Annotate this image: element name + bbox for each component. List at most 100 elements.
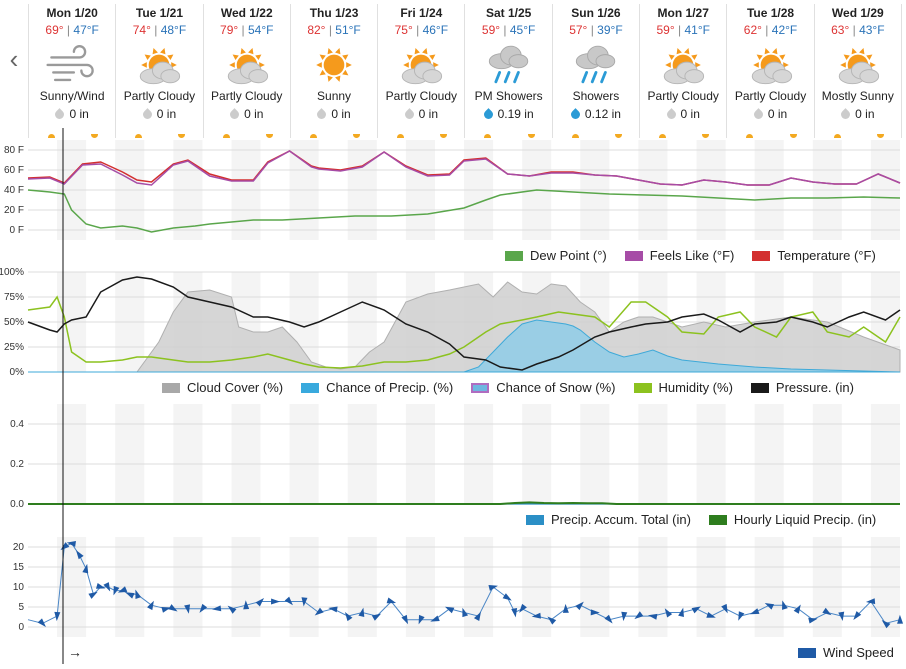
wind-direction-arrow xyxy=(371,613,382,621)
wind-direction-arrow xyxy=(103,582,111,592)
wind-direction-arrow xyxy=(328,606,338,613)
sunset-icon xyxy=(527,134,535,138)
y-tick-label: 5 xyxy=(18,602,24,613)
sunny-icon xyxy=(304,39,364,89)
condition-text: Partly Cloudy xyxy=(211,89,283,103)
wind-direction-arrow xyxy=(678,607,684,618)
y-tick-label: 75% xyxy=(4,292,24,303)
legend-temperature[interactable]: Temperature (°F) xyxy=(752,248,876,263)
sunrise-icon xyxy=(222,134,230,138)
legend-precip-accum[interactable]: Precip. Accum. Total (in) xyxy=(526,512,691,527)
wind-speed-line xyxy=(27,542,901,624)
chance-snow-swatch xyxy=(471,382,490,393)
legend-cloud-cover[interactable]: Cloud Cover (%) xyxy=(162,380,283,395)
night-band xyxy=(144,140,174,240)
day-label: Tue 1/21 xyxy=(135,6,184,20)
precip-amount: 0.12 in xyxy=(553,107,639,122)
wind-direction-arrow xyxy=(75,550,84,560)
day-column[interactable]: Thu 1/23 82° | 51°F Sunny 0 in xyxy=(291,4,379,138)
wind-direction-arrow xyxy=(764,602,775,610)
precip-value: 0 in xyxy=(418,107,439,121)
night-band xyxy=(260,404,290,504)
legend-label: Dew Point (°) xyxy=(530,248,607,263)
wind-direction-arrow xyxy=(634,611,644,620)
day-label: Wed 1/22 xyxy=(220,6,273,20)
day-column[interactable]: Fri 1/24 75° | 46°F Partly Cloudy 0 in xyxy=(378,4,466,138)
day-column[interactable]: Sat 1/25 59° | 45°F PM Showers 0.19 in xyxy=(465,4,553,138)
wind-direction-arrow xyxy=(82,563,89,574)
night-band xyxy=(493,272,523,372)
night-band xyxy=(376,404,406,504)
legend-dew-point[interactable]: Dew Point (°) xyxy=(505,248,607,263)
low-temp: 45°F xyxy=(509,23,536,37)
day-column[interactable]: Mon 1/27 59° | 41°F Partly Cloudy 0 in xyxy=(640,4,728,138)
precip-amount: 0 in xyxy=(116,107,202,122)
day-label: Mon 1/27 xyxy=(657,6,709,20)
wind-direction-arrow xyxy=(621,611,628,622)
condition-text: Sunny/Wind xyxy=(39,89,105,103)
low-temp: 41°F xyxy=(684,23,710,37)
day-column[interactable]: Tue 1/21 74° | 48°F Partly Cloudy 0 in xyxy=(116,4,204,138)
sunrise-icon xyxy=(571,134,579,138)
day-column[interactable]: Tue 1/28 62° | 42°F Partly Cloudy 0 in xyxy=(727,4,815,138)
prev-days-button[interactable]: ‹ xyxy=(9,44,19,74)
legend-chance-precip[interactable]: Chance of Precip. (%) xyxy=(301,380,453,395)
y-tick-label: 10 xyxy=(13,582,25,593)
condition-text: Mostly Sunny xyxy=(821,89,894,103)
precip-value: 0 in xyxy=(244,107,264,121)
night-band xyxy=(841,404,871,504)
partly-cloudy-icon xyxy=(741,39,801,89)
night-band xyxy=(551,272,581,372)
wind-direction-arrow xyxy=(125,592,135,599)
cloud-cover-swatch xyxy=(162,382,180,393)
day-column[interactable]: Sun 1/26 57° | 39°F Showers 0.12 in xyxy=(553,4,641,138)
y-tick-label: 50% xyxy=(4,317,24,328)
percent-panel: 100% 75% 50% 25% 0% xyxy=(0,267,901,378)
day-temps: 57° | 39°F xyxy=(569,23,623,37)
legend-chance-snow[interactable]: Chance of Snow (%) xyxy=(471,380,616,395)
low-temp: 42°F xyxy=(771,23,798,37)
day-temps: 74° | 48°F xyxy=(132,23,187,37)
humidity-swatch xyxy=(633,382,652,393)
legend-wind-speed[interactable]: Wind Speed xyxy=(798,645,894,660)
night-band xyxy=(86,537,116,637)
night-band xyxy=(376,537,406,637)
y-tick-label: 60 F xyxy=(4,165,24,176)
wind-direction-arrow xyxy=(418,614,425,625)
rain-icon xyxy=(479,39,539,89)
precip-amount: 0 in xyxy=(815,107,901,122)
wind-direction-arrow xyxy=(301,597,308,607)
wind-direction-arrow xyxy=(488,585,498,591)
raindrop-icon xyxy=(402,108,416,122)
night-band xyxy=(783,537,813,637)
wind-direction-arrow xyxy=(117,586,128,593)
temperature-swatch xyxy=(752,250,771,261)
wind-direction-arrow xyxy=(430,615,440,622)
partly-cloudy-icon xyxy=(217,39,277,89)
wind-direction-arrow xyxy=(531,612,541,619)
chance-of-precip-area xyxy=(28,319,901,373)
day-label: Thu 1/23 xyxy=(309,6,359,20)
legend-pressure[interactable]: Pressure. (in) xyxy=(750,380,854,395)
low-temp: 51°F xyxy=(335,23,361,37)
raindrop-icon xyxy=(140,108,154,122)
precip-amount: 0 in xyxy=(727,107,813,122)
partly-cloudy-icon xyxy=(391,39,451,89)
legend-feels-like[interactable]: Feels Like (°F) xyxy=(624,248,734,263)
humidity-line xyxy=(27,295,901,369)
legend-label: Temperature (°F) xyxy=(777,248,876,263)
day-column[interactable]: Wed 1/29 63° | 43°F Mostly Sunny 0 in xyxy=(815,4,902,138)
condition-text: Partly Cloudy xyxy=(647,89,719,103)
day-label: Sun 1/26 xyxy=(571,6,621,20)
precip-value: 0 in xyxy=(156,107,177,121)
day-column[interactable]: Mon 1/20 69° | 47°F Sunny/Wind 0 in xyxy=(28,4,117,138)
legend-hourly-precip[interactable]: Hourly Liquid Precip. (in) xyxy=(708,512,876,527)
wind-direction-arrow xyxy=(664,608,673,618)
y-tick-label: 20 xyxy=(13,542,25,553)
panel-background xyxy=(28,272,900,372)
precip-amount: 0 in xyxy=(29,107,115,122)
day-column[interactable]: Wed 1/22 79° | 54°F Partly Cloudy 0 in xyxy=(204,4,291,138)
night-band xyxy=(493,404,523,504)
wind-direction-arrow xyxy=(547,616,557,625)
legend-humidity[interactable]: Humidity (%) xyxy=(633,380,733,395)
